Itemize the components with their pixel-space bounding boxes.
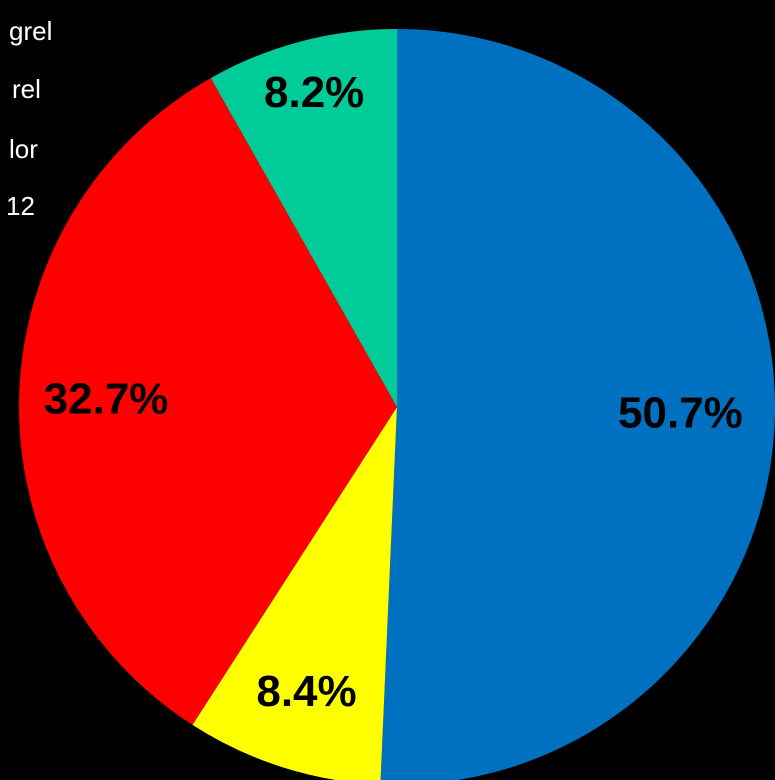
pie-slices [18,28,775,780]
legend-entry-3: lor [9,134,38,164]
legend-entry-1: grel [9,16,52,46]
legend: grel rel lor 12 [6,16,52,221]
pie-slice-1 [380,29,775,780]
data-label-1: 50.7% [618,389,743,438]
pie-slice-4 [210,28,397,407]
legend-entry-2: rel [12,74,41,104]
data-labels: 50.7% 8.4% 32.7% 8.2% [44,68,743,716]
data-label-3: 32.7% [44,374,169,423]
legend-entry-4: 12 [6,191,35,221]
pie-slice-3 [18,78,397,725]
data-label-2: 8.4% [256,667,356,716]
pie-slice-2 [192,407,397,780]
data-label-4: 8.2% [264,68,364,117]
